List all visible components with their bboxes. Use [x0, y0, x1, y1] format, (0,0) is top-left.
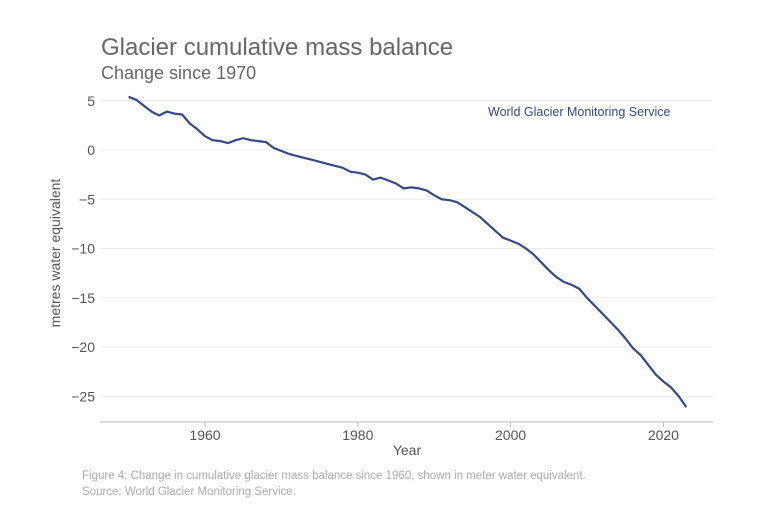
caption-line-1: Figure 4: Change in cumulative glacier m… — [82, 470, 586, 482]
caption-line-2: Source: World Glacier Monitoring Service… — [82, 486, 296, 498]
mass-balance-line — [128, 95, 688, 408]
x-tick-label: 1960 — [189, 427, 220, 443]
y-axis-label: metres water equivalent — [47, 179, 63, 328]
x-tick-label: 2000 — [495, 427, 526, 443]
chart-subtitle: Change since 1970 — [101, 63, 257, 83]
x-axis-label: Year — [393, 442, 422, 458]
y-tick-label: 5 — [87, 93, 95, 109]
y-tick-label: 0 — [87, 142, 95, 158]
source-annotation: World Glacier Monitoring Service — [488, 105, 671, 119]
chart-title: Glacier cumulative mass balance — [101, 34, 454, 61]
y-tick-label: −5 — [79, 191, 95, 207]
y-tick-label: −15 — [71, 290, 95, 306]
y-tick-label: −20 — [71, 339, 95, 355]
y-tick-label: −10 — [71, 241, 95, 257]
x-tick-label: 1980 — [342, 427, 373, 443]
x-tick-label: 2020 — [648, 427, 679, 443]
y-tick-label: −25 — [71, 388, 95, 404]
